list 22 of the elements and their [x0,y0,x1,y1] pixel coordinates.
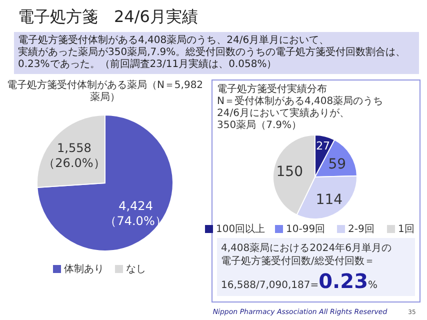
data-label: 114 [316,192,343,208]
pie-slice [36,114,174,252]
text: 電子処方箋受付体制がある4,408薬局のうち、24/6月単月において、実績があった薬局が350薬局,7.9%。総受付回数のうちの電子処方箋受付回数割合は、0.23%であった。（前回調査23/11月実績は、0.058%） [18,34,406,70]
chart-subtitle: N＝受付体制がある4,408薬局のうち 24/6月において実績ありが、350薬局（7.9%） [217,95,384,131]
text: 電子処方箋受付体制がある薬局（N＝5,982薬局） [6,79,204,103]
text: 0.23 [318,269,368,293]
chart-title: 電子処方箋受付実績分布 [217,83,327,95]
legend-label: 2-9回 [348,224,374,235]
text: % [368,280,378,291]
text: 16,588/7,090,187= [221,280,319,291]
legend-label: なし [126,264,146,275]
text: 4,408薬局における2024年6月単月の [221,242,392,254]
data-label: 1,558 （26.0%） [43,141,106,170]
data-label: 59 [328,156,346,172]
legend-label: 10-99回 [286,224,326,235]
chart-title: 電子処方箋 24/6月実績 [18,7,198,26]
legend-label: 1回 [398,224,414,235]
data-label: 150 [276,164,303,180]
legend-label: 体制あり [64,263,104,275]
legend-label: 100回以上 [216,223,266,235]
text: 電子処方箋受付回数/総受付回数＝ [221,255,374,267]
data-label: 27 [316,139,330,152]
